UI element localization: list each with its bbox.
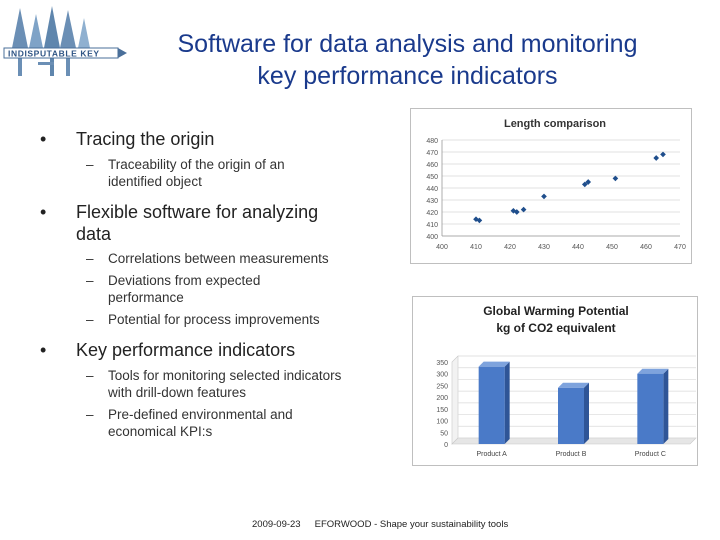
y-tick-label: 410 xyxy=(426,222,438,229)
chart-subtitle: kg of CO2 equivalent xyxy=(496,321,615,335)
x-tick-label: 410 xyxy=(470,244,482,251)
bullet-text: Key performance indicators xyxy=(76,340,296,360)
length-comparison-chart: Length comparison 480 470 460 450 440 430 420 4… xyxy=(410,108,692,264)
sub-bullet-item: – Correlations between measurements xyxy=(38,250,378,267)
bullet-text: Flexible software for analyzing data xyxy=(76,202,319,244)
x-tick-label: 430 xyxy=(538,244,550,251)
dash-icon: – xyxy=(86,407,94,422)
scatter-point xyxy=(541,193,547,200)
footer-text: EFORWOOD - Shape your sustainability too… xyxy=(314,519,509,530)
bar-top xyxy=(558,382,589,388)
sub-bullet-item: – Tools for monitoring selected indicato… xyxy=(38,367,358,401)
bar-top xyxy=(478,361,510,367)
bar xyxy=(637,373,664,444)
footer-date: 2009-09-23 xyxy=(252,519,301,530)
chart-side-wall xyxy=(451,355,459,445)
sub-bullet-item: – Potential for process improvements xyxy=(38,311,378,328)
global-warming-potential-chart: Global Warming Potential kg of CO2 equiv… xyxy=(412,296,698,466)
sub-bullet-text: Traceability of the origin of an identif… xyxy=(108,157,285,189)
slide-title-line2: key performance indicators xyxy=(257,62,558,90)
y-tick-label: 250 xyxy=(436,383,448,390)
bar xyxy=(558,387,584,444)
y-tick-label: 400 xyxy=(426,234,438,241)
bar-side xyxy=(584,382,589,444)
slide-title-line1: Software for data analysis and monitorin… xyxy=(177,30,638,58)
y-tick-label: 100 xyxy=(436,419,448,426)
chart-title: Length comparison xyxy=(504,118,606,130)
sub-bullet-text: Potential for process improvements xyxy=(108,312,320,327)
logo-text: INDISPUTABLE KEY xyxy=(8,49,100,59)
y-tick-label: 350 xyxy=(436,360,448,367)
dash-icon: – xyxy=(86,251,94,266)
slide-title: Software for data analysis and monitorin… xyxy=(140,28,675,92)
chart-title: Global Warming Potential xyxy=(483,304,629,318)
bar-side xyxy=(504,361,510,444)
bullet-icon: • xyxy=(40,202,47,222)
y-tick-label: 460 xyxy=(426,162,438,169)
x-tick-label: 450 xyxy=(606,244,618,251)
sub-bullet-text: Deviations from expected performance xyxy=(108,273,261,305)
bullet-list: • Tracing the origin – Traceability of t… xyxy=(38,128,378,445)
y-tick-label: 470 xyxy=(426,150,438,157)
dash-icon: – xyxy=(86,157,94,172)
dash-icon: – xyxy=(86,368,94,383)
sub-bullet-item: – Deviations from expected performance xyxy=(38,272,328,306)
sub-bullet-item: – Pre-defined environmental and economic… xyxy=(38,406,348,440)
bullet-item: • Key performance indicators xyxy=(38,339,378,361)
dash-icon: – xyxy=(86,312,94,327)
y-tick-label: 450 xyxy=(426,174,438,181)
x-tick-label: Product B xyxy=(556,451,587,458)
scatter-point xyxy=(660,151,666,158)
x-tick-label: 440 xyxy=(572,244,584,251)
y-tick-label: 0 xyxy=(444,442,448,449)
bar-top xyxy=(637,368,669,374)
x-tick-label: 420 xyxy=(504,244,516,251)
bullet-item: • Tracing the origin xyxy=(38,128,378,150)
y-tick-label: 430 xyxy=(426,198,438,205)
bullet-text: Tracing the origin xyxy=(76,129,215,149)
y-tick-label: 420 xyxy=(426,210,438,217)
y-tick-label: 200 xyxy=(436,395,448,402)
y-tick-label: 300 xyxy=(436,372,448,379)
scatter-point xyxy=(612,175,619,182)
slide-footer: 2009-09-23 EFORWOOD - Shape your sustaina… xyxy=(252,519,508,530)
x-tick-label: 470 xyxy=(674,244,686,251)
y-tick-label: 50 xyxy=(440,430,448,437)
tree-icons xyxy=(12,6,90,76)
indisputable-key-logo: INDISPUTABLE KEY xyxy=(3,6,127,76)
y-tick-label: 440 xyxy=(426,186,438,193)
y-tick-label: 150 xyxy=(436,407,448,414)
sub-bullet-text: Pre-defined environmental and economical… xyxy=(108,407,293,439)
scatter-point xyxy=(476,217,483,224)
sub-bullet-text: Correlations between measurements xyxy=(108,251,329,266)
y-tick-label: 480 xyxy=(426,138,438,145)
x-tick-label: 460 xyxy=(640,244,652,251)
scatter-point xyxy=(520,206,527,213)
sub-bullet-item: – Traceability of the origin of an ident… xyxy=(38,156,358,190)
bullet-item: • Flexible software for analyzing data xyxy=(38,201,368,245)
bar xyxy=(478,366,505,444)
x-tick-label: Product A xyxy=(476,451,507,458)
bullet-icon: • xyxy=(40,129,47,149)
bar-side xyxy=(663,368,669,444)
dash-icon: – xyxy=(86,273,94,288)
x-tick-label: 400 xyxy=(436,244,448,251)
bullet-icon: • xyxy=(40,340,47,360)
x-tick-label: Product C xyxy=(635,451,666,458)
sub-bullet-text: Tools for monitoring selected indicators… xyxy=(108,368,342,400)
